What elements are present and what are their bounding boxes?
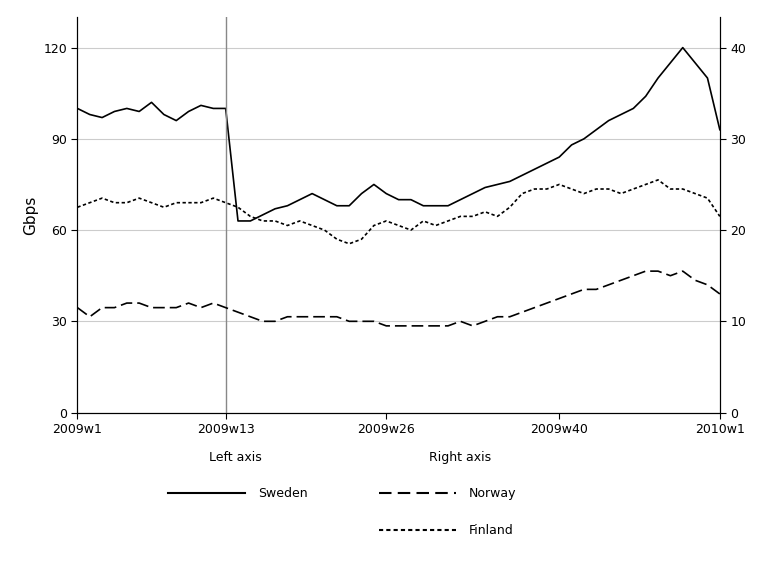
Text: Left axis: Left axis (209, 451, 262, 464)
Text: Finland: Finland (469, 524, 514, 537)
Text: Sweden: Sweden (258, 487, 308, 500)
Text: Right axis: Right axis (429, 451, 491, 464)
Text: Norway: Norway (469, 487, 516, 500)
Y-axis label: Gbps: Gbps (22, 195, 38, 234)
